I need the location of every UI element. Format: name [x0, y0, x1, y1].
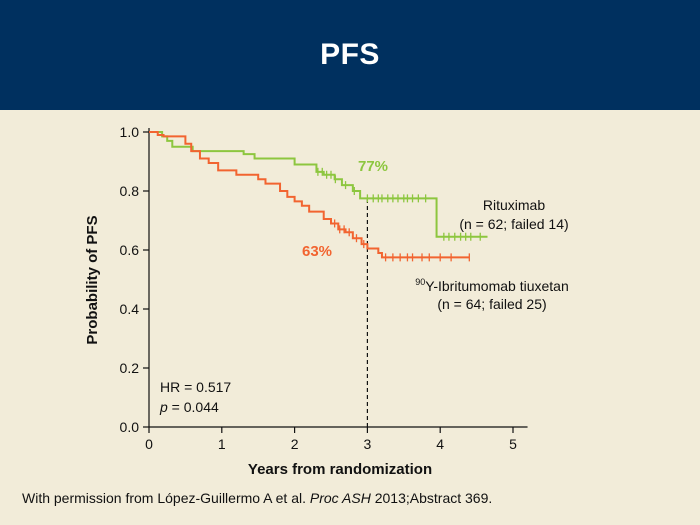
- citation-suffix: 2013;Abstract 369.: [370, 490, 493, 506]
- annotation-rituximab: 77%: [358, 158, 388, 175]
- km-chart-svg: 0.0 0.2 0.4 0.6 0.8 1.0 0 1 2 3 4 5 Probability of …: [84, 124, 569, 478]
- legend-ibritumomab-label: Y-Ibritumomab tiuxetan: [425, 278, 568, 294]
- p-value-number: = 0.044: [168, 399, 219, 415]
- x-tick-label: 0: [145, 436, 153, 452]
- p-symbol: p: [159, 399, 168, 415]
- citation: With permission from López-Guillermo A e…: [22, 490, 492, 506]
- title-banner: PFS: [0, 0, 700, 110]
- hazard-ratio: HR = 0.517: [160, 379, 231, 395]
- y-tick-label: 0.2: [120, 360, 140, 376]
- annotation-ibritumomab: 63%: [302, 243, 332, 260]
- x-axis-label: Years from randomization: [248, 461, 432, 478]
- y-tick-label: 0.8: [120, 183, 140, 199]
- legend-rituximab-name: Rituximab: [483, 197, 545, 213]
- x-tick-label: 5: [509, 436, 517, 452]
- curve-ibritumomab: [149, 131, 470, 259]
- legend-ibritumomab-superscript: 90: [415, 277, 425, 287]
- chart-axes: 0.0 0.2 0.4 0.6 0.8 1.0 0 1 2 3 4 5: [120, 124, 528, 452]
- y-tick-label: 0.6: [120, 242, 140, 258]
- legend-ibritumomab-detail: (n = 64; failed 25): [437, 296, 546, 312]
- x-tick-label: 1: [218, 436, 226, 452]
- km-chart: 0.0 0.2 0.4 0.6 0.8 1.0 0 1 2 3 4 5 Probability of …: [0, 110, 700, 490]
- y-tick-label: 1.0: [120, 124, 140, 140]
- chart-labels: Probability of PFS Years from randomizat…: [84, 158, 569, 478]
- x-tick-label: 4: [436, 436, 444, 452]
- citation-prefix: With permission from López-Guillermo A e…: [22, 490, 310, 506]
- y-tick-label: 0.0: [120, 419, 140, 435]
- legend-rituximab-detail: (n = 62; failed 14): [459, 216, 568, 232]
- chart-series: [149, 131, 488, 262]
- x-tick-label: 3: [364, 436, 372, 452]
- slide-title: PFS: [320, 38, 380, 71]
- p-value: p = 0.044: [159, 399, 219, 415]
- legend-ibritumomab-name: 90Y-Ibritumomab tiuxetan: [415, 277, 568, 294]
- y-tick-label: 0.4: [120, 301, 140, 317]
- curve-rituximab: [149, 131, 488, 238]
- citation-journal: Proc ASH: [309, 490, 371, 506]
- x-tick-label: 2: [291, 436, 299, 452]
- y-axis-label: Probability of PFS: [84, 215, 101, 344]
